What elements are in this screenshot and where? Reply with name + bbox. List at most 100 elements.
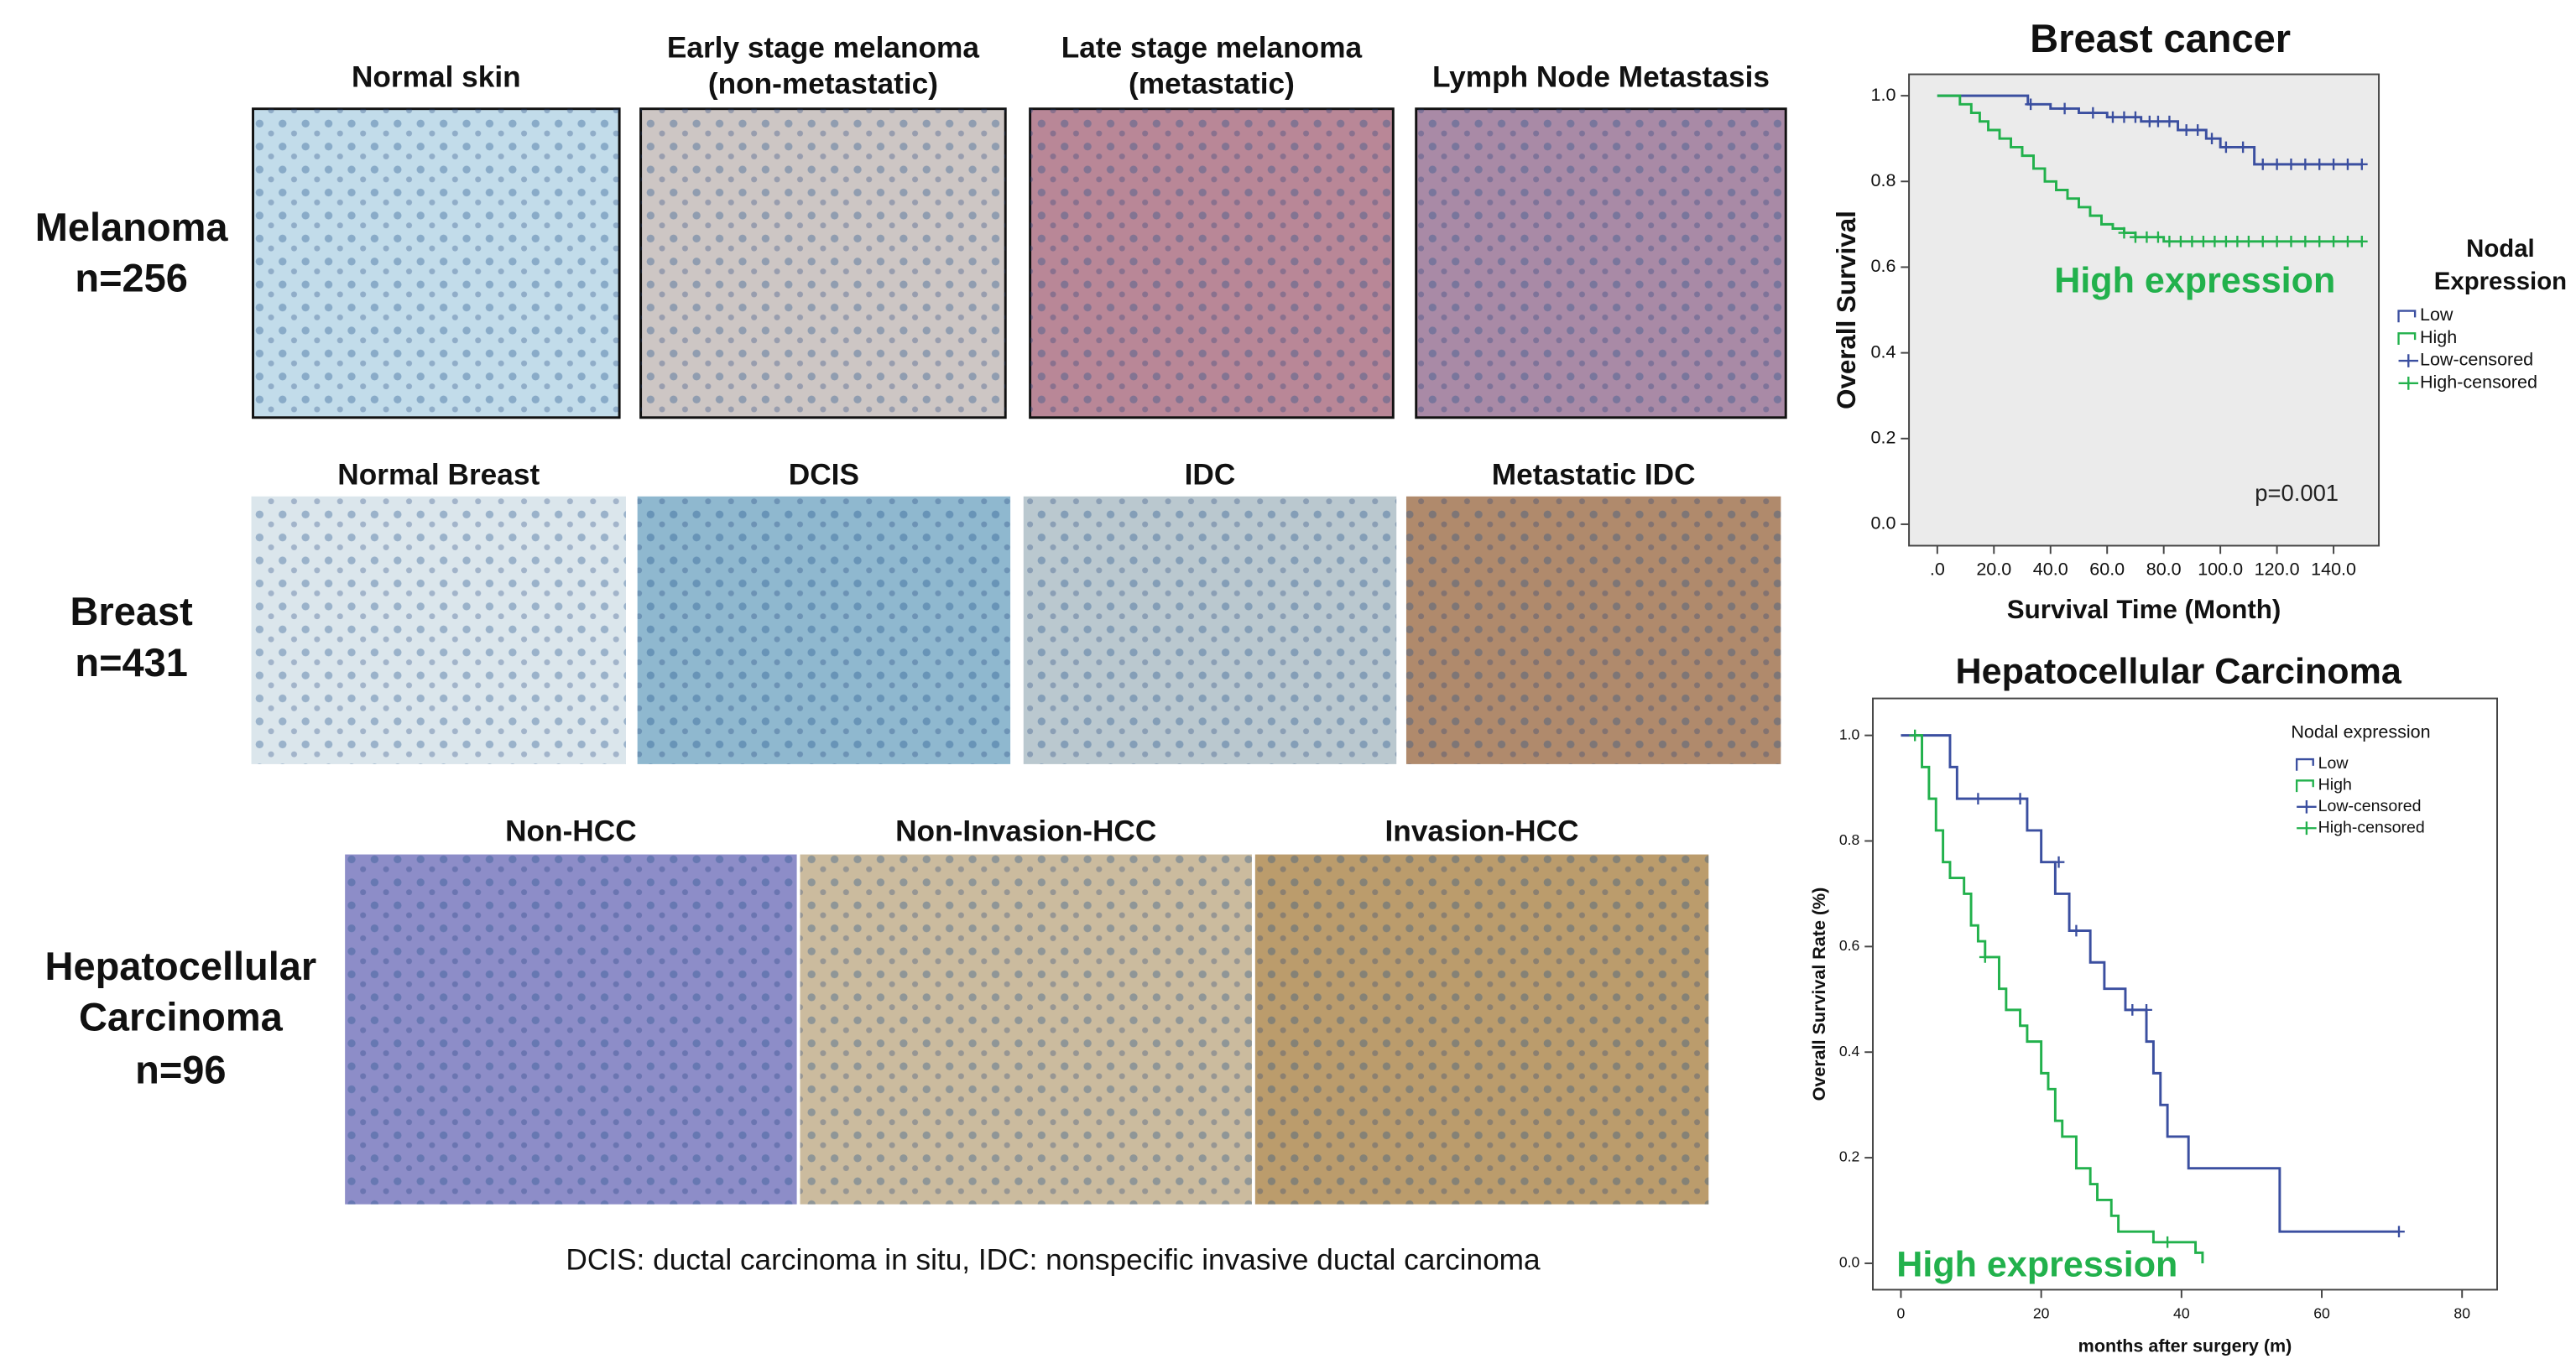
y-axis-label: Overall Survival Rate (%) xyxy=(1809,888,1829,1101)
x-axis-label: months after surgery (m) xyxy=(2078,1336,2292,1356)
image-title: IDC xyxy=(1185,459,1236,492)
legend-swatch xyxy=(2398,377,2419,390)
censor-mark xyxy=(2130,111,2141,123)
censor-mark xyxy=(2271,235,2283,247)
row-label: n=256 xyxy=(75,256,188,300)
x-tick-label: 100.0 xyxy=(2198,560,2243,580)
censor-mark xyxy=(2328,158,2339,170)
legend-label: High xyxy=(2318,776,2352,794)
histology-texture xyxy=(345,854,797,1205)
censor-mark xyxy=(2070,924,2083,937)
censor-mark xyxy=(2014,793,2026,805)
censor-mark xyxy=(2141,231,2153,243)
annotation: High expression xyxy=(1896,1244,2177,1284)
censor-mark xyxy=(2256,158,2269,170)
y-tick-label: 0.2 xyxy=(1839,1148,1859,1165)
legend-label: High xyxy=(2420,327,2457,347)
legend-label: Low xyxy=(2420,305,2453,325)
x-tick-label: 20.0 xyxy=(1976,560,2011,580)
censor-mark xyxy=(2313,158,2326,170)
survival-curve xyxy=(1915,734,2204,1263)
censor-mark xyxy=(2220,235,2232,247)
censor-mark xyxy=(2237,141,2249,154)
legend-swatch xyxy=(2397,310,2417,323)
row-label: Carcinoma xyxy=(79,995,284,1039)
legend-label: Low xyxy=(2318,754,2349,773)
survival-curve xyxy=(1901,734,2399,1233)
censor-mark xyxy=(2299,158,2312,170)
censor-mark xyxy=(2271,158,2283,170)
censor-mark xyxy=(1972,793,1984,805)
y-tick-label: 0.4 xyxy=(1871,341,1896,362)
legend-label: Low-censored xyxy=(2420,350,2533,370)
survival-curve xyxy=(1937,94,2362,243)
legend-swatch xyxy=(2297,799,2317,814)
image-title: Non-Invasion-HCC xyxy=(895,815,1156,847)
censor-mark xyxy=(2180,124,2193,136)
censor-mark xyxy=(2285,235,2297,247)
histology-texture xyxy=(251,496,626,764)
image-title: DCIS xyxy=(789,459,859,492)
legend-swatch xyxy=(2295,757,2314,771)
censor-mark xyxy=(2393,1226,2405,1238)
y-tick-label: 0.6 xyxy=(1871,256,1896,276)
image-title: Invasion-HCC xyxy=(1385,815,1579,847)
x-tick-label: 60 xyxy=(2313,1304,2330,1321)
y-tick-label: 0.4 xyxy=(1839,1043,1860,1059)
legend-title: Nodal expression xyxy=(2291,721,2430,742)
histology-texture xyxy=(1030,108,1394,418)
x-tick-label: 80 xyxy=(2453,1304,2470,1321)
row-label: Breast xyxy=(70,589,194,633)
row-label: n=431 xyxy=(75,640,188,685)
histology-texture xyxy=(253,108,620,418)
x-tick-label: 40.0 xyxy=(2033,560,2068,580)
image-title: Late stage melanoma xyxy=(1061,32,1363,65)
censor-mark xyxy=(2052,856,2065,868)
histology-texture xyxy=(1416,108,1786,418)
censor-mark xyxy=(2313,235,2326,247)
censor-mark xyxy=(2186,235,2198,247)
censor-mark xyxy=(2152,231,2164,243)
censor-mark xyxy=(2328,235,2339,247)
y-tick-label: 0.8 xyxy=(1871,170,1896,190)
censor-mark xyxy=(2220,141,2232,154)
censor-mark xyxy=(1979,951,1991,963)
x-tick-label: 140.0 xyxy=(2311,560,2356,580)
censor-mark xyxy=(2256,235,2269,247)
x-tick-label: 0 xyxy=(1897,1304,1906,1321)
legend-swatch xyxy=(2297,821,2317,836)
censor-mark xyxy=(2355,158,2368,170)
censor-mark xyxy=(2152,115,2164,128)
histology-texture xyxy=(1254,854,1709,1205)
censor-mark xyxy=(2163,115,2176,128)
plot-area xyxy=(1908,73,2380,547)
legend-swatch xyxy=(2398,354,2419,367)
legend-swatch xyxy=(2397,332,2417,346)
histology-texture xyxy=(1023,496,1397,764)
censor-mark xyxy=(2175,235,2187,247)
censor-mark xyxy=(2208,235,2221,247)
histology-texture xyxy=(637,496,1011,764)
histology-texture xyxy=(640,108,1006,418)
censor-mark xyxy=(2163,235,2176,247)
censor-mark xyxy=(2025,98,2036,111)
histology-texture xyxy=(1405,496,1781,764)
censor-mark xyxy=(2231,235,2244,247)
censor-mark xyxy=(2130,231,2141,243)
y-tick-label: 0.8 xyxy=(1839,831,1860,848)
image-title: (metastatic) xyxy=(1129,68,1295,101)
x-tick-label: 80.0 xyxy=(2146,560,2182,580)
x-tick-label: 60.0 xyxy=(2089,560,2125,580)
y-tick-label: 1.0 xyxy=(1839,726,1860,742)
plot-area xyxy=(1872,697,2498,1291)
footnote: DCIS: ductal carcinoma in situ, IDC: non… xyxy=(566,1243,1541,1276)
censor-mark xyxy=(2243,235,2255,247)
image-title: Early stage melanoma xyxy=(667,32,979,65)
image-title: Non-HCC xyxy=(505,815,637,847)
row-label: Hepatocellular xyxy=(45,944,317,988)
censor-mark xyxy=(2058,102,2071,115)
censor-mark xyxy=(2355,235,2368,247)
censor-mark xyxy=(2126,1004,2139,1016)
censor-mark xyxy=(2118,111,2130,123)
